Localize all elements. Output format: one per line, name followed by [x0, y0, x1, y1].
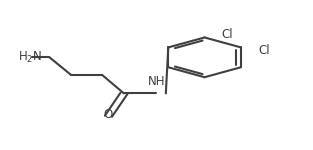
Text: NH: NH [148, 75, 165, 87]
Text: Cl: Cl [258, 44, 269, 57]
Text: $\mathregular{H_2N}$: $\mathregular{H_2N}$ [18, 50, 43, 65]
Text: O: O [104, 108, 113, 121]
Text: Cl: Cl [222, 28, 233, 41]
